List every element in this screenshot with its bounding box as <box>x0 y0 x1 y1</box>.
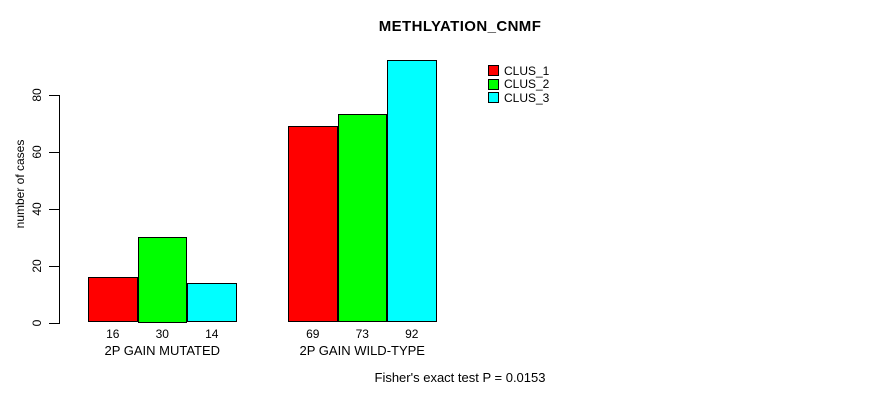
bar-clus_1-1 <box>88 276 138 323</box>
y-tick-label: 0 <box>30 319 44 326</box>
y-tick-label: 40 <box>30 201 44 216</box>
x-category-label: 2P GAIN MUTATED <box>104 343 221 358</box>
legend-item: CLUS_2 <box>488 78 549 92</box>
bar-clus_3-2 <box>387 60 437 323</box>
bar-value-label: 30 <box>155 327 169 341</box>
legend-swatch <box>488 78 499 90</box>
y-axis-tick <box>49 151 59 153</box>
y-tick-label: 20 <box>30 258 44 273</box>
y-axis-tick <box>49 265 59 267</box>
bar-value-label: 73 <box>355 327 369 341</box>
legend: CLUS_1 CLUS_2 CLUS_3 <box>488 64 549 105</box>
y-axis-tick <box>49 208 59 210</box>
legend-item: CLUS_1 <box>488 64 549 78</box>
x-category-label: 2P GAIN WILD-TYPE <box>299 343 425 358</box>
bar-clus_2-1 <box>137 237 187 323</box>
legend-swatch <box>488 65 499 77</box>
bar-value-label: 16 <box>106 327 120 341</box>
y-axis-line <box>59 94 60 324</box>
bar-value-label: 14 <box>205 327 219 341</box>
footer-annotation: Fisher's exact test P = 0.0153 <box>374 370 546 385</box>
bar-value-label: 69 <box>306 327 320 341</box>
bar-clus_1-2 <box>288 125 338 323</box>
bar-value-label: 92 <box>405 327 419 341</box>
y-axis-tick <box>49 94 59 96</box>
y-axis-label: number of cases <box>13 139 27 229</box>
chart-title: METHLYATION_CNMF <box>378 18 542 35</box>
legend-label: CLUS_1 <box>504 63 550 78</box>
legend-swatch <box>488 92 499 104</box>
bar-clus_2-2 <box>337 114 387 323</box>
y-tick-label: 60 <box>30 144 44 159</box>
legend-label: CLUS_2 <box>504 77 550 92</box>
y-tick-label: 80 <box>30 87 44 102</box>
y-axis-tick <box>49 322 59 324</box>
legend-item: CLUS_3 <box>488 91 549 105</box>
bar-clus_3-1 <box>187 282 237 323</box>
legend-label: CLUS_3 <box>504 90 550 105</box>
